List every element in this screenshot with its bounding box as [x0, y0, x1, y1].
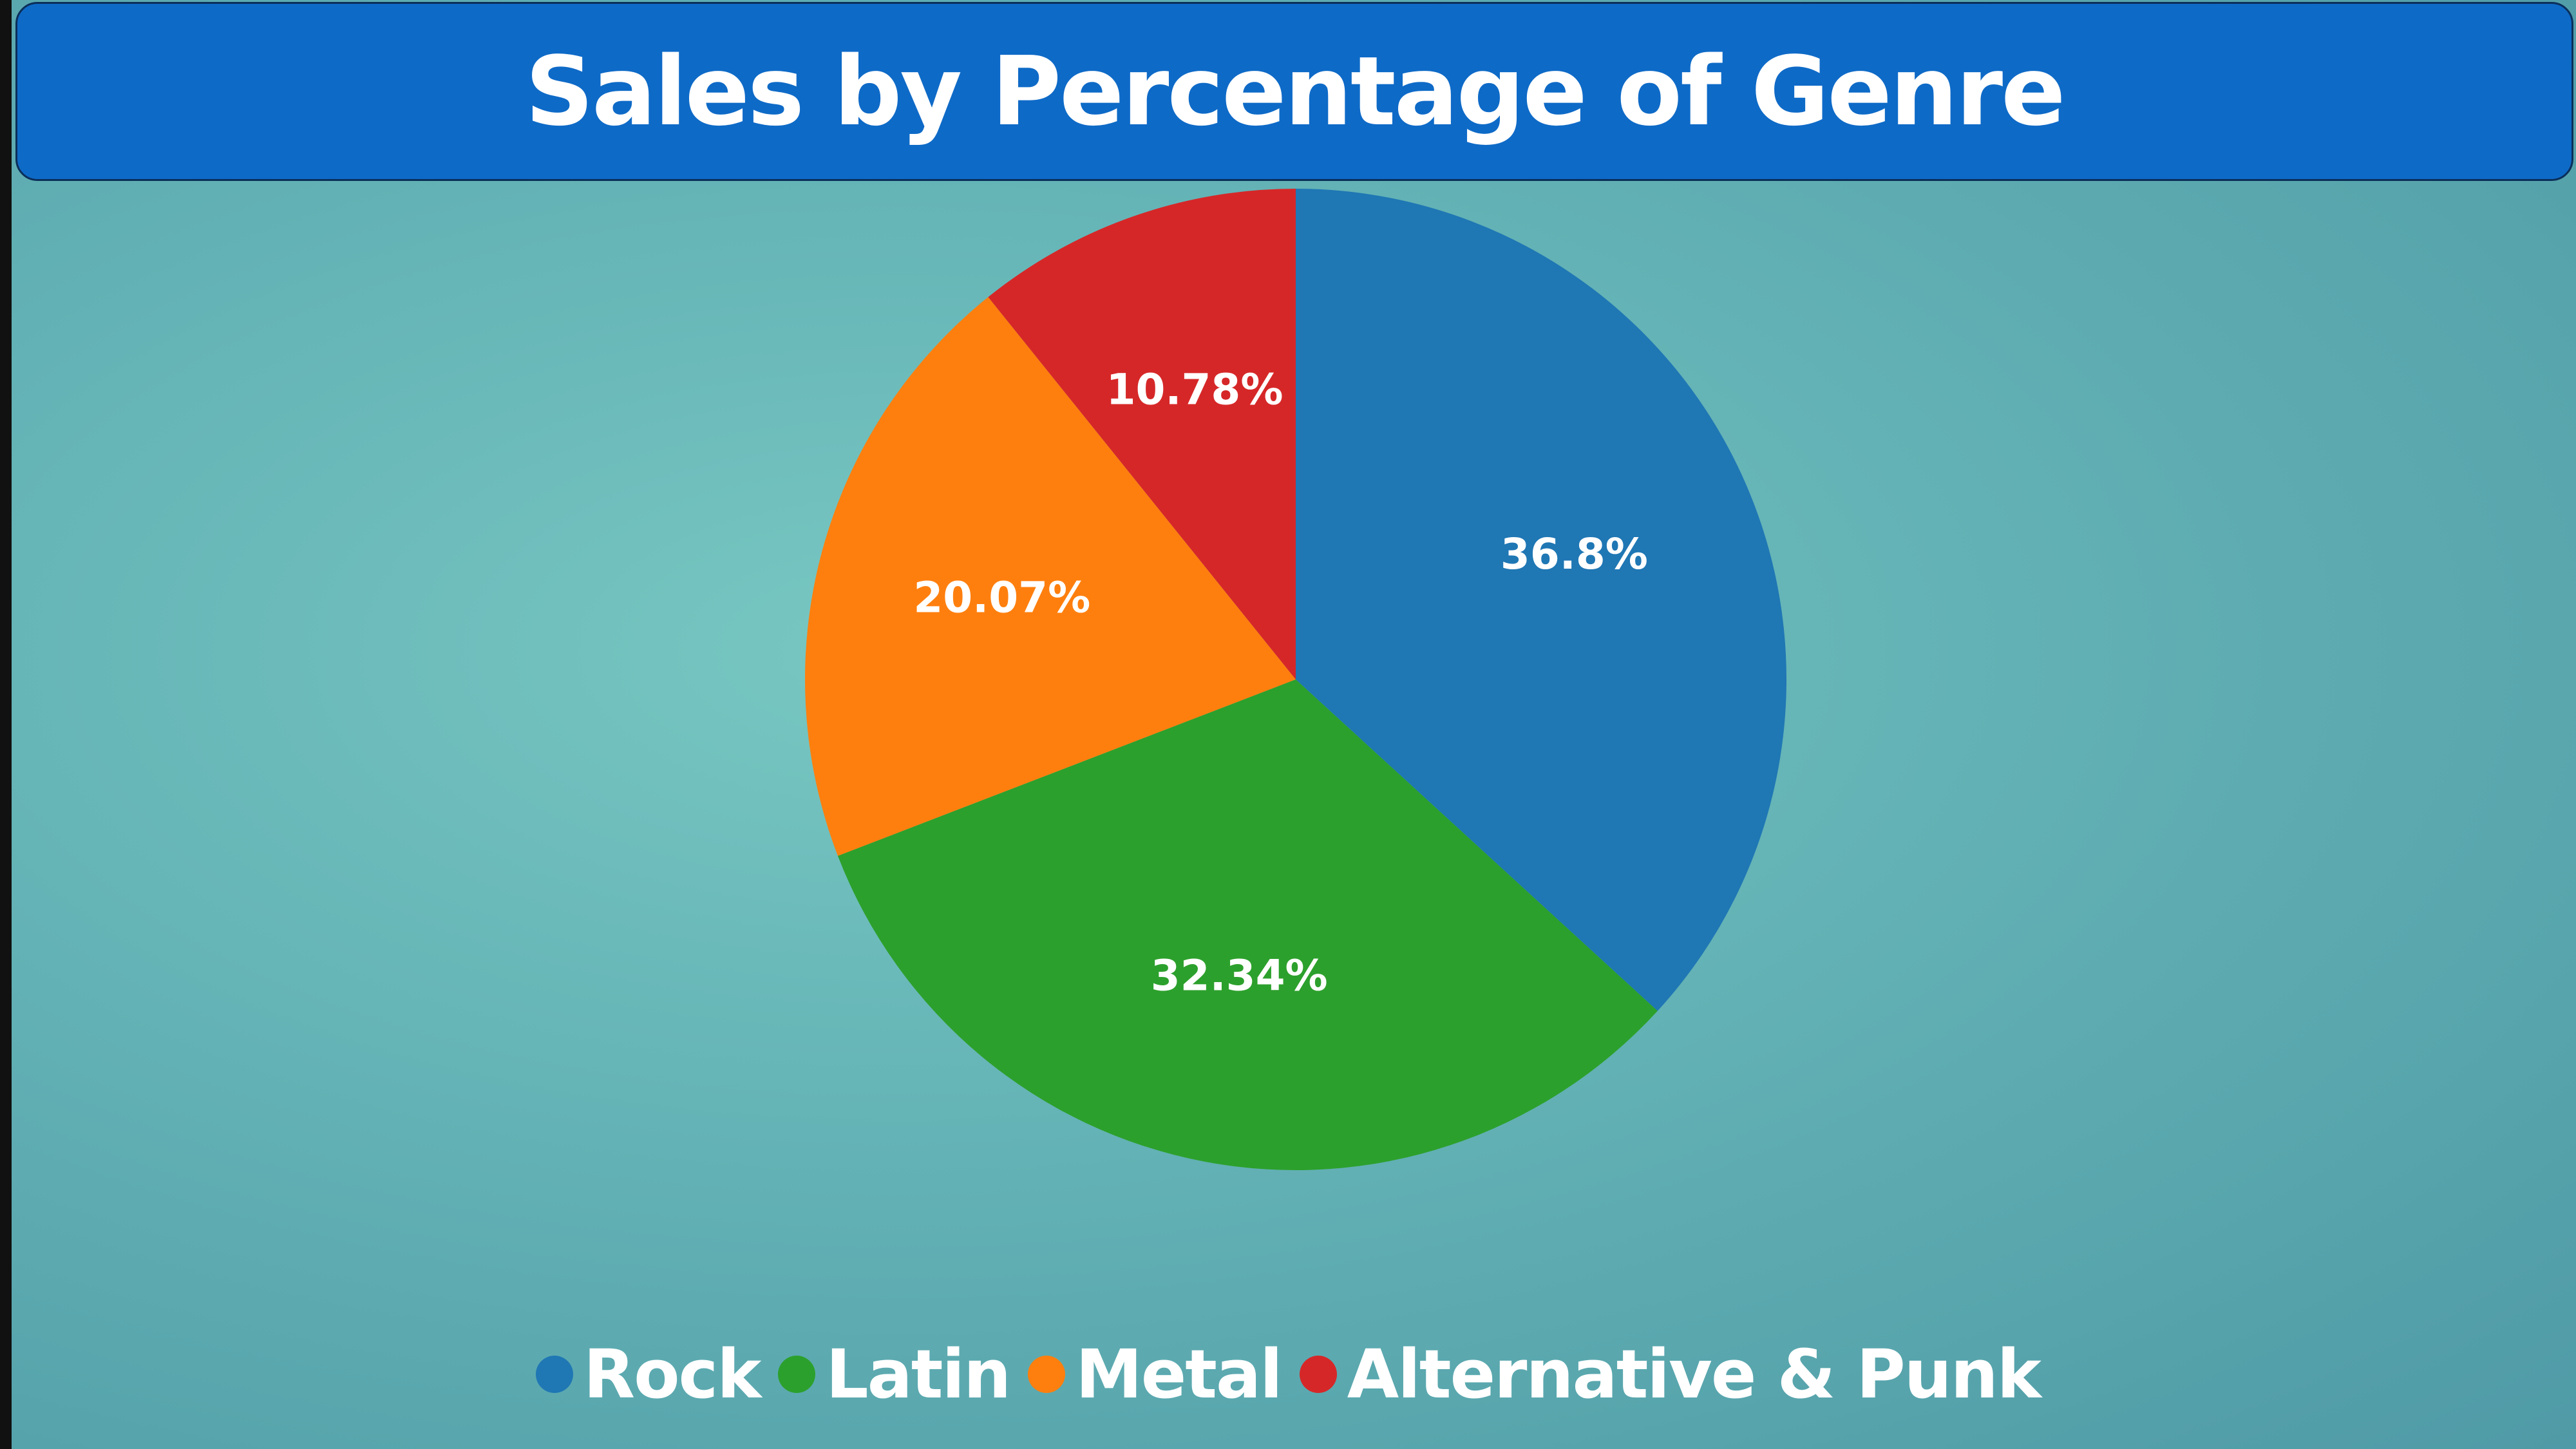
chart-title: Sales by Percentage of Genre	[525, 36, 2065, 147]
data-label-latin: 32.34%	[1151, 951, 1328, 1000]
data-label-alternative-punk: 10.78%	[1106, 365, 1283, 414]
data-label-rock: 36.8%	[1501, 529, 1648, 579]
legend-item-metal: Metal	[1028, 1335, 1283, 1414]
pie-slice-alternative-punk	[988, 189, 1296, 679]
pie-slice-rock	[1296, 189, 1786, 1011]
legend-swatch-rock	[536, 1356, 574, 1393]
legend-label-alternative-punk: Alternative & Punk	[1347, 1335, 2041, 1414]
legend-swatch-latin	[778, 1356, 816, 1393]
window-edge	[0, 0, 12, 1449]
legend-item-alternative-punk: Alternative & Punk	[1299, 1335, 2041, 1414]
pie-slice-latin	[837, 679, 1658, 1170]
legend-swatch-metal	[1028, 1356, 1066, 1393]
legend-item-latin: Latin	[778, 1335, 1011, 1414]
chart-legend: Rock Latin Metal Alternative & Punk	[0, 1334, 2576, 1414]
legend-label-rock: Rock	[583, 1335, 761, 1414]
title-banner: Sales by Percentage of Genre	[15, 2, 2573, 181]
legend-label-metal: Metal	[1075, 1335, 1283, 1414]
legend-label-latin: Latin	[826, 1335, 1011, 1414]
data-label-metal: 20.07%	[913, 573, 1090, 622]
pie-data-labels: 36.8% 32.34% 20.07% 10.78%	[913, 365, 1648, 1000]
pie-slice-metal	[805, 297, 1296, 856]
legend-item-rock: Rock	[536, 1335, 761, 1414]
pie-slices	[805, 189, 1786, 1170]
legend-swatch-alternative-punk	[1299, 1356, 1337, 1393]
